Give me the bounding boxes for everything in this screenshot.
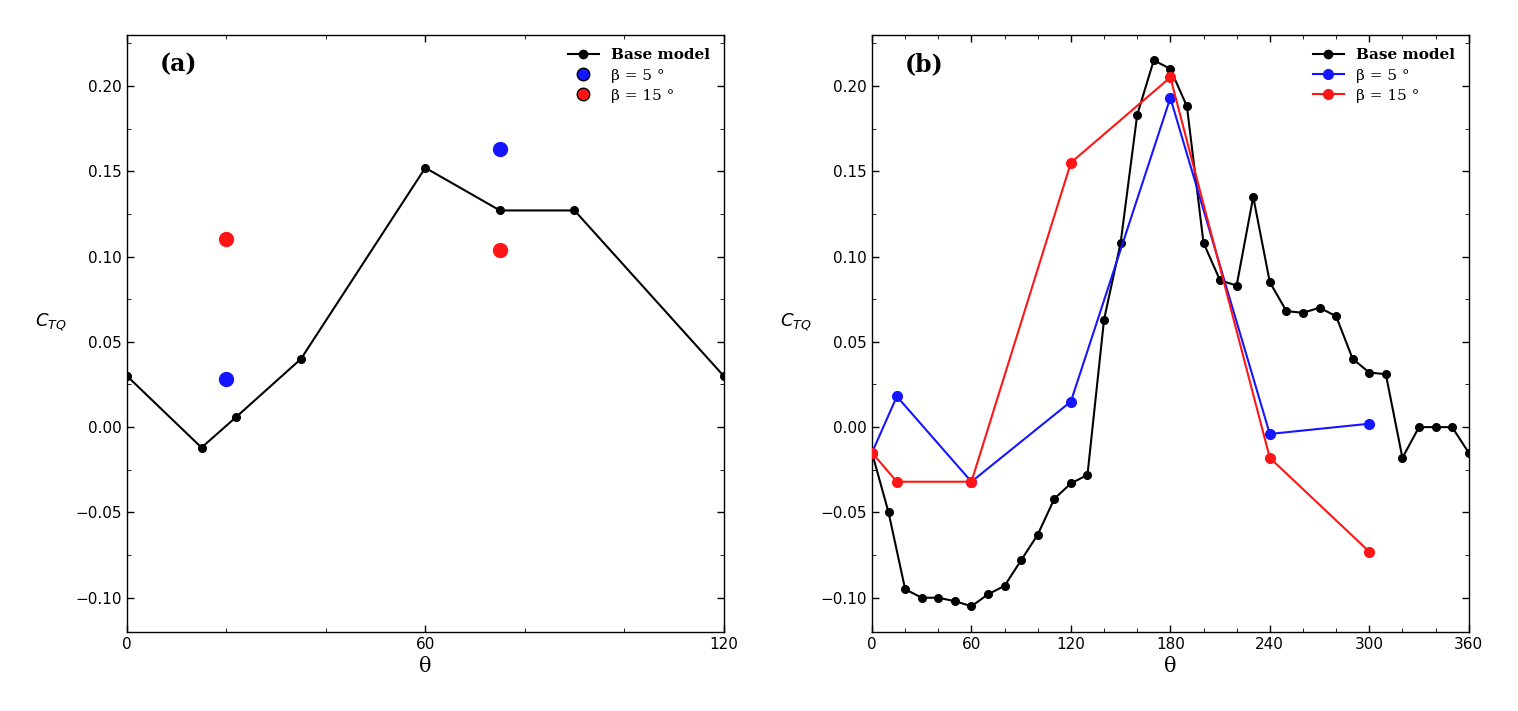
Text: (a): (a) (159, 53, 197, 77)
X-axis label: θ: θ (419, 657, 431, 676)
X-axis label: θ: θ (1164, 657, 1176, 676)
Point (214, 374, 238, 385)
Text: (b): (b) (905, 53, 944, 77)
Y-axis label: $C_{TQ}$: $C_{TQ}$ (780, 311, 812, 333)
Point (214, 234, 238, 245)
Point (487, 144, 512, 155)
Point (487, 244, 512, 255)
Y-axis label: $C_{TQ}$: $C_{TQ}$ (35, 311, 67, 333)
Legend: Base model, β = 5 °, β = 15 °: Base model, β = 5 °, β = 15 ° (1307, 43, 1462, 109)
Legend: Base model, β = 5 °, β = 15 °: Base model, β = 5 °, β = 15 ° (562, 43, 716, 109)
